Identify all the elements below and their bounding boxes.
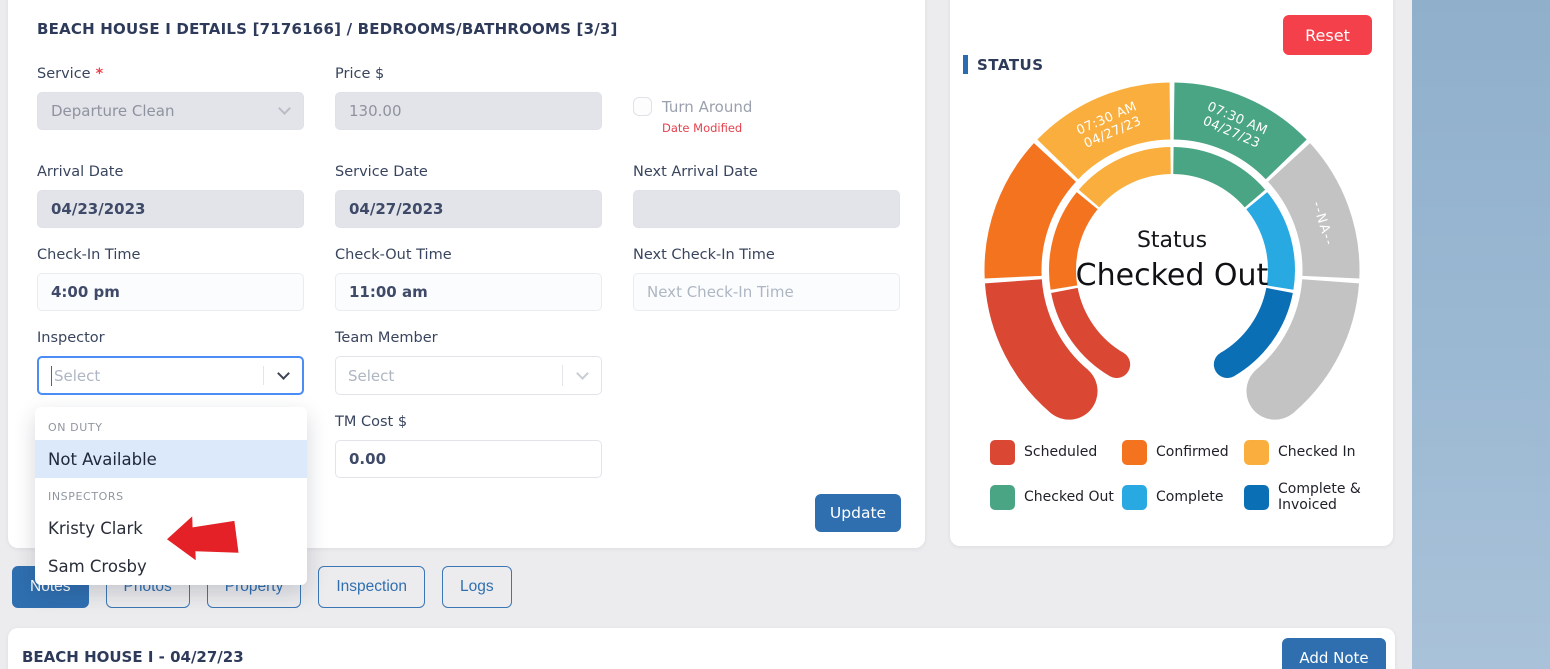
inspector-dropdown-menu: ON DUTY Not Available INSPECTORS Kristy Cla…: [35, 407, 307, 585]
status-legend: Scheduled Confirmed Checked In Checked Out C…: [990, 440, 1399, 513]
gauge-center-title: Status: [1137, 228, 1207, 253]
dropdown-option-kristy-clark[interactable]: Kristy Clark: [48, 518, 143, 538]
update-button[interactable]: Update: [815, 494, 901, 532]
legend-swatch: [990, 440, 1015, 465]
arrival-date-label: Arrival Date: [37, 164, 124, 180]
service-label: Service *: [37, 66, 104, 82]
next-arrival-date-field: [633, 190, 900, 228]
tm-cost-label: TM Cost $: [335, 414, 408, 430]
status-gauge-chart: 07:30 AM04/27/23 07:30 AM04/27/23--NA--St…: [984, 82, 1360, 420]
dropdown-group-label: ON DUTY: [48, 421, 103, 434]
title-accent-bar: [963, 55, 968, 74]
legend-item: Complete & Invoiced: [1244, 481, 1399, 513]
legend-item: Checked Out: [990, 481, 1122, 513]
legend-swatch: [1122, 440, 1147, 465]
price-label: Price $: [335, 66, 385, 82]
price-field: 130.00: [335, 92, 602, 130]
legend-swatch: [990, 484, 1015, 510]
tab-inspection[interactable]: Inspection: [318, 566, 426, 608]
arrival-date-field: 04/23/2023: [37, 190, 304, 228]
next-arrival-date-label: Next Arrival Date: [633, 164, 758, 180]
next-check-in-time-field[interactable]: Next Check-In Time: [633, 273, 900, 311]
chevron-down-icon[interactable]: [563, 357, 601, 394]
chevron-down-icon: [265, 93, 303, 129]
check-in-time-field[interactable]: 4:00 pm: [37, 273, 304, 311]
service-date-field: 04/27/2023: [335, 190, 602, 228]
check-out-time-field[interactable]: 11:00 am: [335, 273, 602, 311]
legend-item: Confirmed: [1122, 440, 1244, 465]
legend-label: Checked Out: [1024, 489, 1114, 506]
date-modified-note: Date Modified: [662, 121, 743, 135]
legend-swatch: [1244, 484, 1269, 510]
add-note-button[interactable]: Add Note: [1282, 638, 1386, 669]
inspector-label: Inspector: [37, 330, 105, 346]
chevron-down-icon[interactable]: [264, 358, 302, 393]
page-backdrop: [1412, 0, 1550, 669]
service-select: Departure Clean: [37, 92, 304, 130]
status-section-title: STATUS: [963, 55, 1044, 74]
status-card: Reset STATUS 07:30 AM04/27/23 07:30 AM04/…: [950, 0, 1393, 546]
reset-button[interactable]: Reset: [1283, 15, 1372, 55]
tm-cost-field[interactable]: 0.00: [335, 440, 602, 478]
legend-label: Checked In: [1278, 444, 1356, 461]
inspector-select[interactable]: Select: [37, 356, 304, 395]
check-in-time-label: Check-In Time: [37, 247, 141, 263]
details-title: BEACH HOUSE I DETAILS [7176166] / BEDROO…: [37, 20, 618, 38]
dropdown-option-sam-crosby[interactable]: Sam Crosby: [48, 556, 147, 576]
required-asterisk: *: [90, 66, 104, 82]
legend-label: Complete: [1156, 489, 1224, 506]
dropdown-option-not-available[interactable]: Not Available: [35, 440, 307, 478]
legend-swatch: [1122, 484, 1147, 510]
check-out-time-label: Check-Out Time: [335, 247, 452, 263]
team-member-select[interactable]: Select: [335, 356, 602, 395]
legend-item: Checked In: [1244, 440, 1399, 465]
legend-label: Confirmed: [1156, 444, 1229, 461]
legend-item: Scheduled: [990, 440, 1122, 465]
turn-around-label: Turn Around: [662, 98, 753, 116]
text-cursor: [51, 365, 52, 386]
service-date-label: Service Date: [335, 164, 428, 180]
legend-item: Complete: [1122, 481, 1244, 513]
notes-card-title: BEACH HOUSE I - 04/27/23: [22, 648, 244, 666]
legend-label: Complete & Invoiced: [1278, 481, 1361, 514]
legend-swatch: [1244, 440, 1269, 465]
tab-logs[interactable]: Logs: [442, 566, 512, 608]
annotation-arrow-icon: [166, 516, 239, 561]
next-check-in-time-label: Next Check-In Time: [633, 247, 775, 263]
turn-around-checkbox: [633, 97, 652, 116]
team-member-label: Team Member: [335, 330, 438, 346]
legend-label: Scheduled: [1024, 444, 1098, 461]
notes-card: BEACH HOUSE I - 04/27/23 Add Note: [8, 628, 1395, 669]
gauge-center-value: Checked Out: [1076, 258, 1269, 293]
dropdown-group-label: INSPECTORS: [48, 490, 124, 503]
